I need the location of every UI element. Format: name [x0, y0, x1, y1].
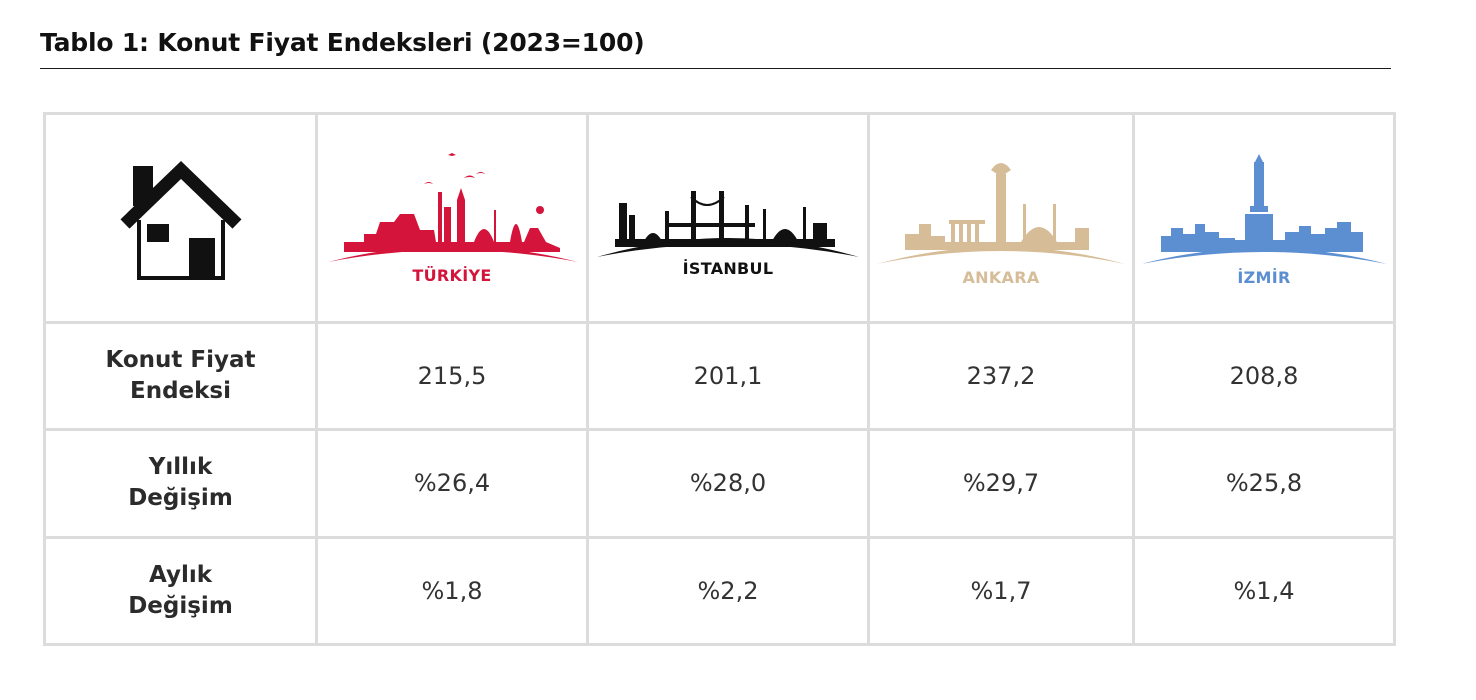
ankara-skyline-icon — [877, 163, 1125, 265]
cell-value: 208,8 — [1132, 320, 1396, 432]
istanbul-skyline-icon — [597, 191, 859, 258]
header-icon-cell — [43, 112, 318, 324]
table-title: Tablo 1: Konut Fiyat Endeksleri (2023=10… — [40, 28, 645, 57]
turkiye-skyline-icon — [328, 153, 578, 263]
column-header-izmir: İZMİR — [1132, 112, 1396, 324]
cell-value: %1,8 — [315, 535, 589, 647]
title-divider — [40, 68, 1391, 69]
column-header-ankara: ANKARA — [867, 112, 1135, 324]
izmir-skyline-icon — [1141, 154, 1387, 265]
column-header-istanbul: İSTANBUL — [586, 112, 870, 324]
city-name-turkiye: TÜRKİYE — [412, 266, 492, 286]
cell-value: %26,4 — [315, 428, 589, 539]
row-label-aylik-degisim: Aylık Değişim — [43, 535, 318, 647]
cell-value: 215,5 — [315, 320, 589, 432]
cell-value: %2,2 — [586, 535, 870, 647]
table-header-row: TÜRKİYE — [43, 112, 1396, 324]
row-label-yillik-degisim: Yıllık Değişim — [43, 428, 318, 539]
cell-value: %1,4 — [1132, 535, 1396, 647]
house-icon — [119, 160, 242, 280]
table-row: Konut Fiyat Endeksi 215,5 201,1 237,2 208… — [43, 320, 1396, 432]
row-label-konut-fiyat-endeksi: Konut Fiyat Endeksi — [43, 320, 318, 432]
table-row: Yıllık Değişim %26,4 %28,0 %29,7 %25,8 — [43, 428, 1396, 539]
cell-value: %29,7 — [867, 428, 1135, 539]
city-name-ankara: ANKARA — [962, 268, 1040, 288]
table-row: Aylık Değişim %1,8 %2,2 %1,7 %1,4 — [43, 535, 1396, 647]
city-name-izmir: İZMİR — [1237, 268, 1291, 288]
price-index-table: TÜRKİYE — [43, 112, 1396, 647]
cell-value: 237,2 — [867, 320, 1135, 432]
city-name-istanbul: İSTANBUL — [682, 259, 774, 279]
cell-value: 201,1 — [586, 320, 870, 432]
cell-value: %25,8 — [1132, 428, 1396, 539]
cell-value: %1,7 — [867, 535, 1135, 647]
cell-value: %28,0 — [586, 428, 870, 539]
column-header-turkiye: TÜRKİYE — [315, 112, 589, 324]
